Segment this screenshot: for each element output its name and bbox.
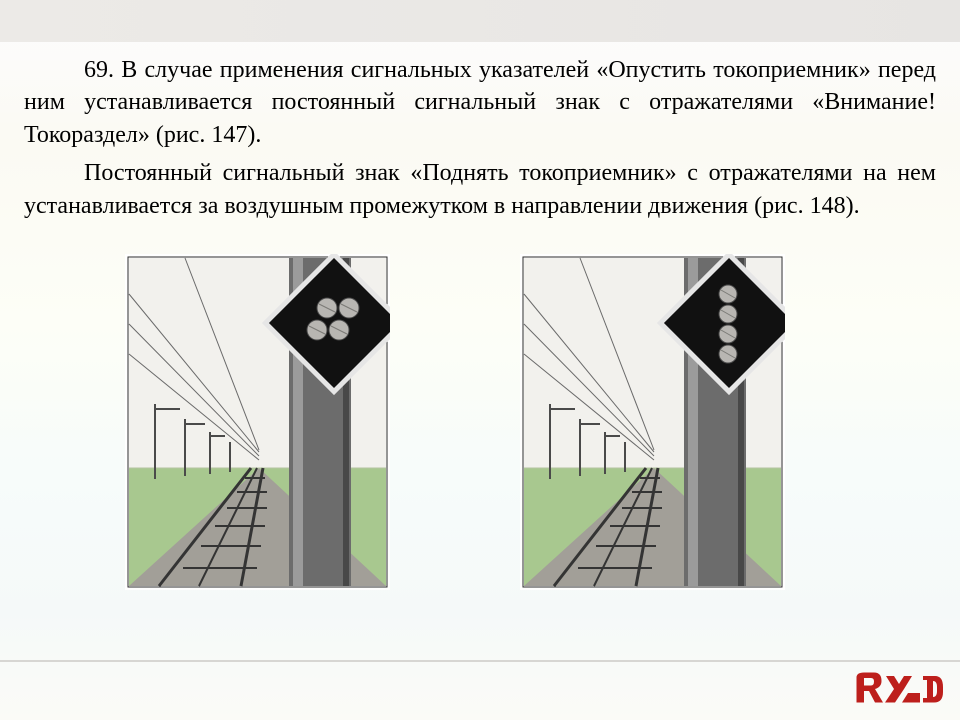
rzd-logo-icon bbox=[854, 670, 944, 710]
bottom-separator bbox=[0, 660, 960, 662]
content-area: 69. В случае применения сигнальных указа… bbox=[24, 54, 936, 228]
figure-147 bbox=[125, 254, 390, 595]
page-root: 69. В случае применения сигнальных указа… bbox=[0, 0, 960, 720]
figure-148-svg bbox=[520, 254, 785, 590]
figure-148 bbox=[520, 254, 785, 595]
paragraph-2: Постоянный сигнальный знак «Поднять токо… bbox=[24, 157, 936, 222]
figure-147-svg bbox=[125, 254, 390, 590]
figures-row: Рис. 147 Рис. 148 bbox=[0, 254, 960, 654]
paragraph-1: 69. В случае применения сигнальных указа… bbox=[24, 54, 936, 151]
topbar bbox=[0, 0, 960, 42]
